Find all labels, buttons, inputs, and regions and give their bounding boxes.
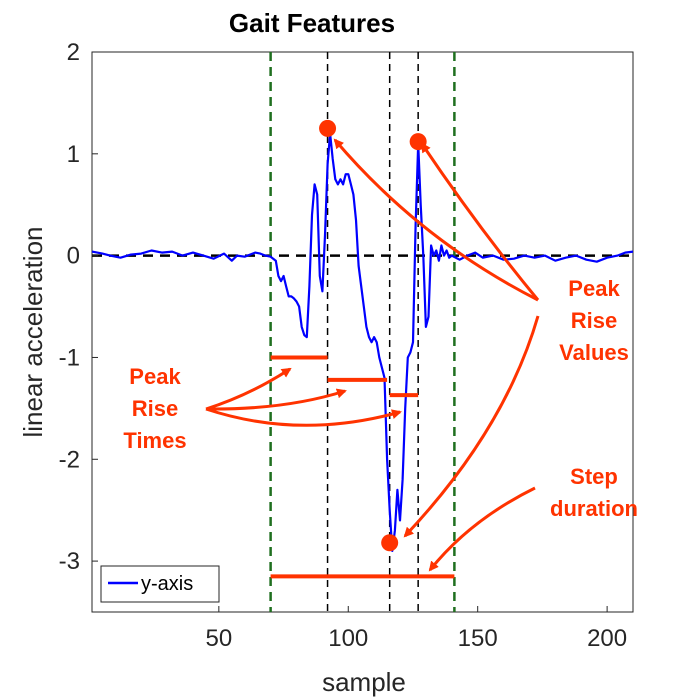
step-duration-line-1: Step [570,464,618,489]
peak-rise-values-line-2: Rise [571,308,617,333]
reference-lines [92,52,633,612]
peak-markers [319,119,427,552]
annotation-arrows [205,138,540,572]
arrow-rise-time-3 [205,407,402,427]
x-tick-label-50: 50 [205,625,232,652]
y-tick-label-0: 0 [67,243,80,270]
arrow-rise-time-1 [205,367,292,411]
chart-title: Gait Features [229,8,395,38]
x-axis-label: sample [322,667,406,697]
series-line-y-axis [91,132,634,552]
x-tick-label-200: 200 [587,625,627,652]
step-duration-label: Step duration [550,464,638,521]
plot-area-frame [91,51,634,613]
step-duration-line-2: duration [550,496,638,521]
y-tick-label--1: -1 [59,344,80,371]
arrow-peak-value-1 [333,138,539,302]
legend: y-axis [100,565,220,603]
annotation-segments [270,355,455,579]
x-axis-ticks: 50 100 150 200 [205,606,627,652]
peak-rise-values-line-3: Values [559,340,629,365]
arrow-step-duration [428,486,536,572]
peak-rise-times-line-1: Peak [129,364,181,389]
peak-point-1 [319,119,337,137]
x-tick-label-150: 150 [458,625,498,652]
y-tick-label-1: 1 [67,141,80,168]
peak-rise-values-line-1: Peak [568,276,620,301]
arrow-peak-value-3 [403,315,540,538]
series-layer [91,132,634,552]
y-tick-label-2: 2 [67,39,80,66]
y-axis-ticks: -3 -2 -1 0 1 2 [59,39,98,575]
peak-point-3 [381,534,399,552]
peak-rise-times-line-3: Times [123,428,186,453]
arrow-peak-value-2 [420,142,540,301]
y-tick-label--2: -2 [59,446,80,473]
y-tick-label--3: -3 [59,548,80,575]
y-axis-label: linear acceleration [18,226,48,437]
peak-rise-times-label: Peak Rise Times [123,364,186,453]
legend-label-y-axis: y-axis [141,573,193,595]
peak-rise-times-line-2: Rise [132,396,178,421]
x-tick-label-100: 100 [328,625,368,652]
peak-rise-values-label: Peak Rise Values [559,276,629,365]
arrow-rise-time-2 [205,388,347,411]
